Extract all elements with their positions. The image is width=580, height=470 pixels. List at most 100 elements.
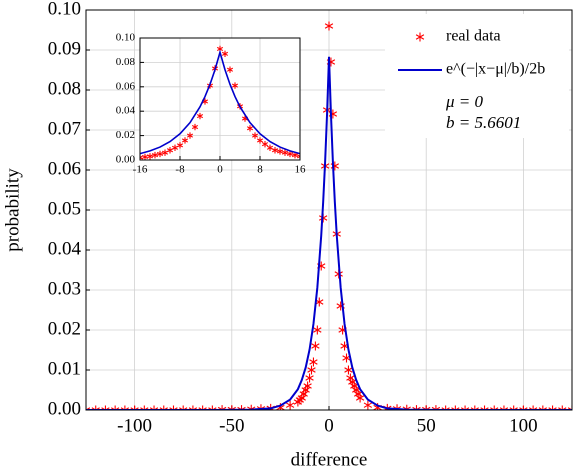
data-point [311, 341, 320, 351]
y-tick-label: 0.00 [48, 398, 81, 419]
y-axis-label: probability [2, 168, 23, 252]
data-point [441, 405, 450, 410]
data-point [313, 325, 322, 335]
x-tick-label: -50 [219, 415, 244, 436]
data-point [181, 137, 189, 144]
data-point [188, 405, 198, 410]
y-tick-label: 0.04 [48, 238, 82, 259]
y-tick-label: 0.00 [116, 154, 136, 166]
data-point [130, 405, 139, 410]
data-point [149, 405, 159, 410]
x-tick-label: 100 [509, 415, 538, 436]
data-point [519, 405, 528, 410]
data-point [146, 153, 154, 160]
data-point [281, 149, 289, 156]
data-point [276, 148, 284, 155]
data-point [460, 405, 470, 410]
x-tick-label: 50 [417, 415, 436, 436]
fit-curve [86, 56, 572, 410]
y-tick-label: 0.08 [48, 78, 81, 99]
y-tick-label: 0.09 [48, 38, 81, 59]
data-point [110, 405, 120, 410]
legend-label: real data [446, 28, 501, 45]
y-tick-label: 0.02 [48, 318, 81, 339]
data-point [271, 147, 279, 154]
data-point [151, 151, 159, 159]
y-tick-label: 0.10 [116, 32, 136, 44]
x-tick-label: -8 [175, 163, 185, 175]
data-point [509, 405, 518, 410]
data-point [120, 405, 130, 410]
data-point [528, 405, 538, 410]
data-point [191, 123, 199, 131]
data-point [159, 405, 168, 410]
x-tick-label: 0 [217, 163, 223, 175]
data-point [548, 405, 557, 410]
plot-frame [85, 9, 573, 411]
plot-area [140, 45, 300, 160]
inset-chart: -16 -8 0 8 16 0.00 0.02 0.04 0.06 0.08 0.10 [116, 32, 306, 176]
x-tick-label: -100 [117, 415, 152, 436]
data-point [226, 66, 234, 73]
x-tick-label: 8 [257, 163, 263, 175]
data-point [324, 21, 334, 31]
data-point [490, 405, 499, 410]
y-tick-label: 0.08 [116, 56, 136, 68]
data-point [171, 144, 179, 151]
data-point [286, 150, 294, 158]
data-point [208, 405, 217, 410]
main-chart: -100 -50 0 50 100 0.00 0.01 0.02 0.03 0.04 0.05 0.0… [48, 0, 573, 436]
data-point [86, 405, 91, 410]
annotation: μ = 0 [445, 92, 484, 111]
annotation: b = 5.6601 [446, 113, 521, 132]
plot-frame [139, 37, 301, 161]
data-point [140, 405, 149, 410]
x-tick-label: 16 [295, 163, 307, 175]
x-axis-label: difference [291, 449, 368, 470]
x-tick-label: 0 [324, 415, 334, 436]
data-point [344, 365, 353, 375]
data-point [196, 112, 204, 120]
data-point [198, 405, 207, 410]
legend-marker [415, 32, 425, 42]
x-tick-label: -16 [133, 163, 148, 175]
data-point [558, 405, 567, 410]
data-point [480, 405, 489, 410]
plot-area [86, 21, 572, 410]
legend-background [385, 14, 569, 138]
data-point [363, 400, 373, 410]
data-point [221, 50, 229, 58]
data-point [309, 357, 318, 367]
legend: real data e^(−|x−μ|/b)/2b μ = 0 b = 5.6601 [385, 14, 569, 138]
data-point [470, 405, 479, 410]
legend-label: e^(−|x−μ|/b)/2b [446, 61, 545, 78]
data-point [261, 140, 269, 148]
data-point [305, 373, 314, 383]
data-point [451, 405, 460, 410]
y-tick-label: 0.06 [48, 158, 81, 179]
y-tick-label: 0.04 [116, 105, 136, 117]
data-point [186, 132, 194, 139]
y-tick-label: 0.02 [116, 129, 135, 141]
data-point [169, 405, 178, 410]
data-point [176, 142, 184, 149]
data-point [266, 144, 274, 151]
data-point [231, 82, 239, 89]
y-tick-label: 0.07 [48, 118, 81, 139]
y-tick-label: 0.05 [48, 198, 81, 219]
y-tick-label: 0.10 [48, 0, 81, 19]
data-point [499, 405, 509, 410]
data-point [101, 405, 110, 410]
data-point [166, 147, 174, 154]
data-point [246, 125, 254, 132]
data-point [355, 393, 365, 403]
data-point [141, 153, 149, 160]
y-tick-label: 0.03 [48, 278, 81, 299]
data-point [303, 381, 312, 391]
data-point [161, 149, 169, 156]
data-point [91, 405, 100, 410]
data-point [538, 405, 548, 410]
data-point [251, 132, 259, 139]
data-point [567, 405, 572, 410]
